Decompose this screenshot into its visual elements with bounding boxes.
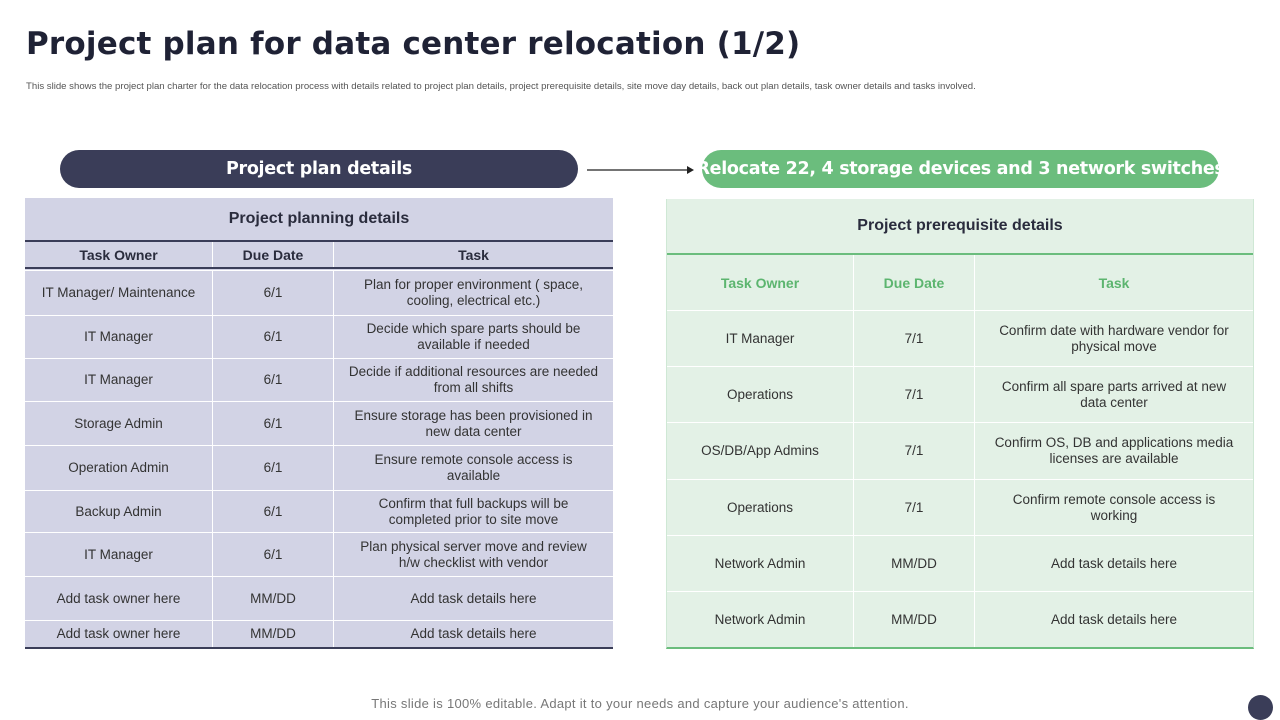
task-cell: Add task details here [410,626,537,641]
task-cell: Ensure remote console access is availabl… [374,452,573,483]
arrow-right-icon [587,166,694,174]
header-task-owner: Task Owner [25,242,213,267]
task-owner-cell: IT Manager [25,359,213,401]
task-owner-cell: Backup Admin [25,491,213,532]
task-owner-cell: OS/DB/App Admins [667,423,854,479]
due-date-cell: 7/1 [854,311,975,366]
table-row: IT Manager 6/1 Plan physical server move… [25,532,613,576]
task-owner-cell: IT Manager [25,316,213,358]
due-date-cell: 6/1 [213,359,334,401]
project-planning-table: Project planning details Task Owner Due … [25,198,613,649]
table-row: Operations 7/1 Confirm all spare parts a… [667,366,1253,422]
header-task: Task [458,246,489,263]
due-date-cell: 6/1 [213,446,334,490]
table-caption: Project planning details [25,198,613,242]
table-caption: Project prerequisite details [667,199,1253,255]
due-date-cell: 6/1 [213,316,334,358]
task-owner-cell: Add task owner here [25,621,213,647]
due-date-cell: MM/DD [213,577,334,620]
task-cell: Confirm OS, DB and applications media li… [994,435,1234,466]
table-row: Add task owner here MM/DD Add task detai… [25,620,613,647]
page-subtitle: This slide shows the project plan charte… [26,81,976,92]
task-cell: Plan physical server move and review h/w… [360,538,587,570]
table-row: IT Manager 6/1 Decide which spare parts … [25,315,613,358]
task-cell: Confirm remote console access is working [1012,491,1216,523]
footer-note: This slide is 100% editable. Adapt it to… [371,696,909,711]
task-cell: Ensure storage has been provisioned in n… [354,407,593,439]
table-row: Operation Admin 6/1 Ensure remote consol… [25,445,613,490]
table-header-row: Task Owner Due Date Task [667,255,1253,310]
due-date-cell: MM/DD [854,536,975,591]
project-prerequisite-table: Project prerequisite details Task Owner … [666,199,1254,649]
table-row: IT Manager 6/1 Decide if additional reso… [25,358,613,401]
task-owner-cell: Operations [667,367,854,422]
task-cell: Add task details here [1050,611,1178,627]
task-owner-cell: IT Manager [25,533,213,576]
header-due-date: Due Date [854,255,975,310]
task-owner-cell: Add task owner here [25,577,213,620]
due-date-cell: 7/1 [854,367,975,422]
task-owner-cell: Network Admin [667,592,854,647]
task-cell: Plan for proper environment ( space, coo… [363,277,584,308]
table-header-row: Task Owner Due Date Task [25,242,613,269]
due-date-cell: 6/1 [213,533,334,576]
task-owner-cell: Network Admin [667,536,854,591]
header-task-owner: Task Owner [667,255,854,310]
table-row: Network Admin MM/DD Add task details her… [667,535,1253,591]
table-row: IT Manager/ Maintenance 6/1 Plan for pro… [25,270,613,315]
due-date-cell: 6/1 [213,271,334,315]
page-title: Project plan for data center relocation … [26,26,801,62]
table-row: Operations 7/1 Confirm remote console ac… [667,479,1253,535]
decorative-circle [1248,695,1273,720]
table-row: OS/DB/App Admins 7/1 Confirm OS, DB and … [667,422,1253,479]
due-date-cell: 7/1 [854,423,975,479]
project-plan-details-banner: Project plan details [60,150,578,188]
table-row: IT Manager 7/1 Confirm date with hardwar… [667,310,1253,366]
due-date-cell: 6/1 [213,402,334,445]
due-date-cell: 6/1 [213,491,334,532]
task-owner-cell: IT Manager/ Maintenance [25,271,213,315]
due-date-cell: 7/1 [854,480,975,535]
task-owner-cell: Storage Admin [25,402,213,445]
table-row: Backup Admin 6/1 Confirm that full backu… [25,490,613,532]
relocate-summary-banner: Relocate 22, 4 storage devices and 3 net… [696,150,1225,188]
header-task: Task [1098,274,1130,291]
due-date-cell: MM/DD [854,592,975,647]
task-owner-cell: IT Manager [667,311,854,366]
task-cell: Confirm date with hardware vendor for ph… [999,322,1229,354]
header-due-date: Due Date [213,242,334,267]
task-owner-cell: Operation Admin [25,446,213,490]
task-cell: Decide if additional resources are neede… [348,364,599,395]
task-cell: Confirm that full backups will be comple… [378,495,569,527]
table-row: Storage Admin 6/1 Ensure storage has bee… [25,401,613,445]
table-row: Network Admin MM/DD Add task details her… [667,591,1253,647]
task-cell: Add task details here [410,590,537,606]
task-cell: Add task details here [1050,555,1178,571]
task-cell: Confirm all spare parts arrived at new d… [1001,378,1227,410]
due-date-cell: MM/DD [213,621,334,647]
task-owner-cell: Operations [667,480,854,535]
task-cell: Decide which spare parts should be avail… [366,321,581,352]
table-row: Add task owner here MM/DD Add task detai… [25,576,613,620]
